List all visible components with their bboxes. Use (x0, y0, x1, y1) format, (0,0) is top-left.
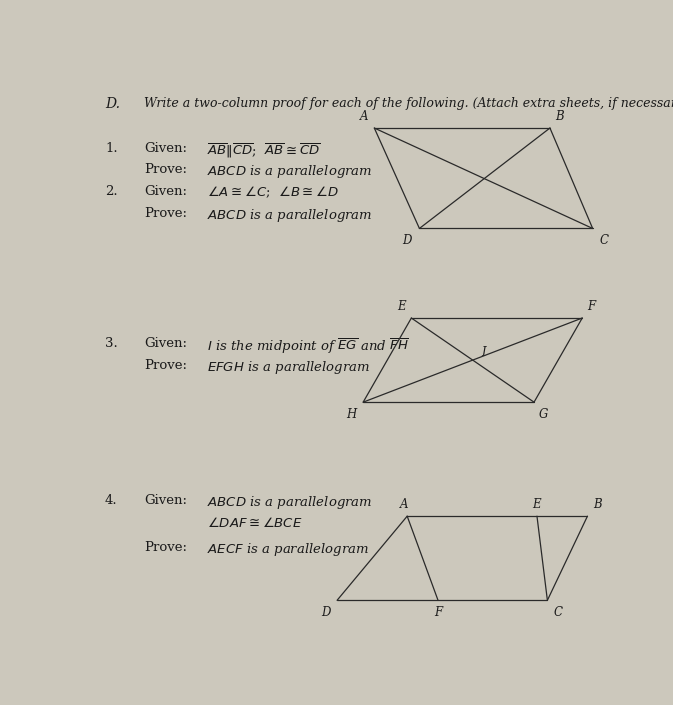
Text: 1.: 1. (105, 142, 118, 154)
Text: B: B (594, 498, 602, 510)
Text: Given:: Given: (144, 185, 187, 198)
Text: F: F (588, 300, 596, 312)
Text: $\angle A \cong \angle C$;  $\angle B \cong \angle D$: $\angle A \cong \angle C$; $\angle B \co… (207, 185, 339, 200)
Text: I: I (481, 346, 485, 359)
Text: G: G (538, 407, 548, 421)
Text: D.: D. (105, 97, 120, 111)
Text: H: H (347, 407, 357, 421)
Text: Prove:: Prove: (144, 359, 187, 372)
Text: Given:: Given: (144, 337, 187, 350)
Text: $EFGH$ is a parallelogram: $EFGH$ is a parallelogram (207, 359, 370, 376)
Text: $\overline{AB} \| \overline{CD}$;  $\overline{AB} \cong \overline{CD}$: $\overline{AB} \| \overline{CD}$; $\over… (207, 142, 320, 160)
Text: $ABCD$ is a parallelogram: $ABCD$ is a parallelogram (207, 494, 372, 511)
Text: Prove:: Prove: (144, 541, 187, 553)
Text: Given:: Given: (144, 142, 187, 154)
Text: A: A (400, 498, 409, 510)
Text: E: E (398, 300, 406, 312)
Text: C: C (600, 234, 608, 247)
Text: $\angle DAF \cong \angle BCE$: $\angle DAF \cong \angle BCE$ (207, 516, 302, 530)
Text: $ABCD$ is a parallelogram: $ABCD$ is a parallelogram (207, 164, 372, 180)
Text: 3.: 3. (105, 337, 118, 350)
Text: $I$ is the midpoint of $\overline{EG}$ and $\overline{FH}$: $I$ is the midpoint of $\overline{EG}$ a… (207, 337, 409, 356)
Text: E: E (532, 498, 541, 510)
Text: 2.: 2. (105, 185, 118, 198)
Text: C: C (553, 606, 563, 619)
Text: D: D (402, 234, 411, 247)
Text: B: B (555, 109, 564, 123)
Text: Write a two-column proof for each of the following. (Attach extra sheets, if nec: Write a two-column proof for each of the… (144, 97, 673, 110)
Text: Given:: Given: (144, 494, 187, 508)
Text: $AECF$ is a parallelogram: $AECF$ is a parallelogram (207, 541, 369, 558)
Text: Prove:: Prove: (144, 207, 187, 220)
Text: Prove:: Prove: (144, 164, 187, 176)
Text: F: F (434, 606, 442, 619)
Text: $ABCD$ is a parallelogram: $ABCD$ is a parallelogram (207, 207, 372, 223)
Text: A: A (359, 109, 368, 123)
Text: D: D (321, 606, 330, 619)
Text: 4.: 4. (105, 494, 118, 508)
